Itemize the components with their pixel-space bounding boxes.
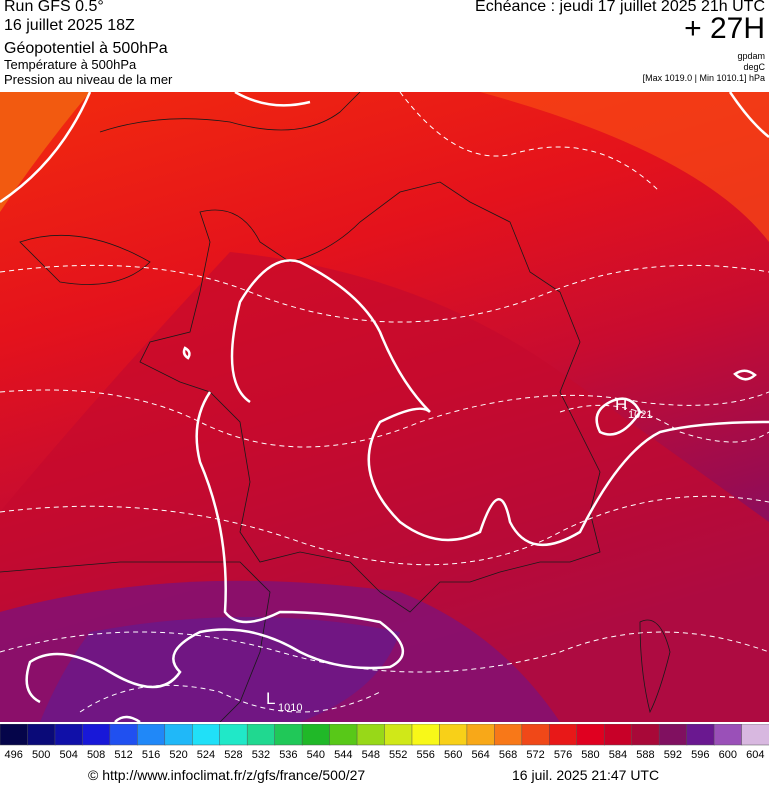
colorbar: 496 500 504 508 512 516 520 524 528 532 536 540 544 5… [0, 724, 769, 761]
low-pressure: 1010 [278, 702, 302, 714]
run-date: 16 juillet 2025 18Z [4, 17, 135, 34]
colorbar-label: 584 [609, 749, 627, 761]
colorbar-label: 524 [197, 749, 215, 761]
temp-zone [40, 617, 400, 722]
field-label: Géopotentiel à 500hPa [4, 40, 168, 57]
colorbar-label: 516 [142, 749, 160, 761]
colorbar-label: 548 [362, 749, 380, 761]
colorbar-label: 496 [5, 749, 23, 761]
colorbar-cell [0, 724, 29, 746]
colorbar-label: 572 [526, 749, 544, 761]
colorbar-cell [54, 724, 84, 746]
colorbar-cell [494, 724, 523, 746]
colorbar-label: 500 [32, 749, 50, 761]
colorbar-cell [246, 724, 276, 746]
field-label: Pression au niveau de la mer [4, 72, 173, 87]
colorbar-cell [466, 724, 496, 746]
colorbar-cell [109, 724, 139, 746]
colorbar-cell [439, 724, 468, 746]
geopotential-contours [0, 92, 769, 722]
colorbar-cell [82, 724, 111, 746]
high-pressure: 1021 [628, 409, 652, 421]
temperature-isolines [0, 92, 769, 713]
colorbar-label: 568 [499, 749, 517, 761]
field-label: Température à 500hPa [4, 57, 137, 72]
colorbar-label: 600 [719, 749, 737, 761]
colorbar-cell [549, 724, 578, 746]
colorbar-label: 532 [252, 749, 270, 761]
colorbar-cell [384, 724, 413, 746]
colorbar-label: 540 [307, 749, 325, 761]
colorbar-label: 508 [87, 749, 105, 761]
low-letter: L [266, 689, 275, 708]
colorbar-label: 544 [334, 749, 352, 761]
colorbar-cell [631, 724, 660, 746]
colorbar-cell [713, 724, 743, 746]
high-letter: H [615, 395, 627, 414]
colorbar-label: 552 [389, 749, 407, 761]
colorbar-label: 512 [114, 749, 132, 761]
colorbar-cell [219, 724, 248, 746]
colorbar-cell [192, 724, 221, 746]
colorbar-cell [356, 724, 386, 746]
colorbar-label: 504 [59, 749, 77, 761]
weather-map: H 1021 L 1010 [0, 92, 769, 722]
colorbar-label: 596 [691, 749, 709, 761]
colorbar-cell [603, 724, 633, 746]
colorbar-label: 564 [471, 749, 489, 761]
colorbar-label: 592 [664, 749, 682, 761]
colorbar-cell [686, 724, 715, 746]
pressure-range: [Max 1019.0 | Min 1010.1] hPa [642, 73, 765, 83]
colorbar-cell [301, 724, 331, 746]
timestamp: 16 juil. 2025 21:47 UTC [512, 767, 660, 783]
unit-label: degC [743, 62, 765, 72]
colorbar-cell [411, 724, 441, 746]
colorbar-cell [27, 724, 56, 746]
colorbar-label: 580 [581, 749, 599, 761]
colorbar-label: 520 [169, 749, 187, 761]
colorbar-cell [576, 724, 605, 746]
colorbar-cell [521, 724, 551, 746]
source-url: © http://www.infoclimat.fr/z/gfs/france/… [88, 767, 366, 783]
temp-zone [480, 92, 769, 242]
colorbar-label: 528 [224, 749, 242, 761]
run-label: Run GFS 0.5° [4, 0, 104, 15]
colorbar-label: 556 [417, 749, 435, 761]
coastlines [0, 92, 671, 722]
colorbar-label: 604 [746, 749, 764, 761]
forecast-time: Echéance : jeudi 17 juillet 2025 21h UTC [475, 0, 765, 15]
colorbar-cell [164, 724, 194, 746]
colorbar-cell [329, 724, 358, 746]
temp-zone [0, 92, 90, 212]
colorbar-cell [741, 724, 769, 746]
colorbar-cell [137, 724, 166, 746]
colorbar-label: 576 [554, 749, 572, 761]
forecast-offset: + 27H [684, 12, 765, 45]
colorbar-label: 560 [444, 749, 462, 761]
colorbar-cell [658, 724, 688, 746]
colorbar-cell [274, 724, 303, 746]
unit-label: gpdam [737, 51, 765, 61]
colorbar-label: 588 [636, 749, 654, 761]
colorbar-label: 536 [279, 749, 297, 761]
